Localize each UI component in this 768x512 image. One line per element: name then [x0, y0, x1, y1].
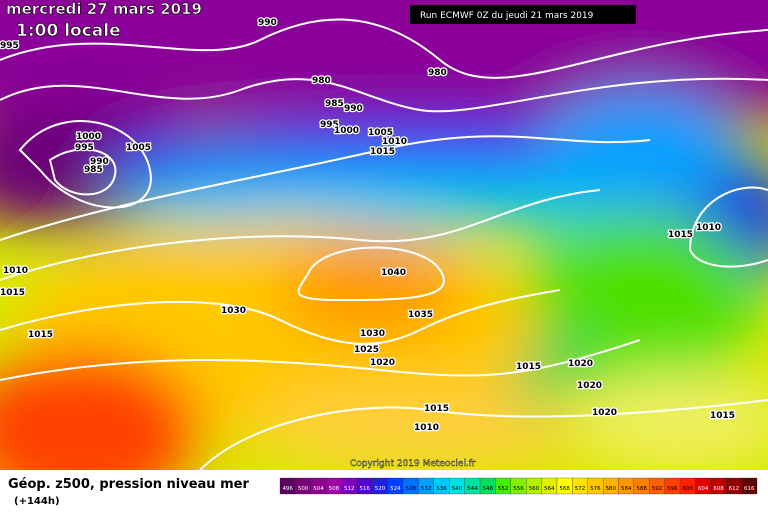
isobar-label: 980: [428, 68, 447, 78]
isobar-label: 1020: [568, 359, 593, 369]
scale-label: 516: [359, 486, 370, 492]
isobar-label: 1005: [126, 143, 151, 153]
scale-label: 528: [406, 486, 417, 492]
scale-label: 612: [729, 486, 740, 492]
isobar-label: 1015: [370, 147, 395, 157]
isobar-label: 980: [312, 76, 331, 86]
isobar-label: 1015: [668, 230, 693, 240]
scale-label: 532: [421, 486, 432, 492]
isobar-label: 1010: [696, 223, 721, 233]
scale-label: 576: [590, 486, 601, 492]
scale-label: 520: [375, 486, 386, 492]
scale-label: 600: [683, 486, 694, 492]
copyright: Copyright 2019 Meteociel.fr: [350, 459, 476, 469]
scale-label: 584: [621, 486, 632, 492]
isobar-label: 1030: [221, 306, 246, 316]
isobars: [0, 18, 768, 470]
isobar-label: 1015: [0, 288, 25, 298]
scale-label: 556: [513, 486, 524, 492]
isobar-label: 1025: [354, 345, 379, 355]
isobar-label: 1000: [334, 126, 359, 136]
scale-label: 536: [436, 486, 447, 492]
lead-time: (+144h): [14, 496, 60, 507]
scale-label: 560: [529, 486, 540, 492]
scale-label: 564: [544, 486, 555, 492]
isobar-label: 1040: [381, 268, 406, 278]
isobar-label: 1010: [3, 266, 28, 276]
scale-label: 588: [636, 486, 647, 492]
isobar-label: 1015: [710, 411, 735, 421]
isobar-label: 1010: [382, 137, 407, 147]
footer-title: Géop. z500, pression niveau mer: [8, 477, 249, 492]
scale-label: 552: [498, 486, 509, 492]
scale-label: 548: [482, 486, 493, 492]
scale-label: 572: [575, 486, 586, 492]
isobar-label: 1020: [577, 381, 602, 391]
scale-label: 512: [344, 486, 355, 492]
isobar-label: 990: [258, 18, 277, 28]
isobar-label: 985: [325, 99, 344, 109]
isobar-label: 1010: [414, 423, 439, 433]
scale-label: 580: [606, 486, 617, 492]
scale-label: 524: [390, 486, 401, 492]
isobar-label: 985: [84, 165, 103, 175]
scale-label: 496: [282, 486, 293, 492]
isobar-label: 990: [344, 104, 363, 114]
isobar-label: 1030: [360, 329, 385, 339]
scale-label: 568: [559, 486, 570, 492]
isobar-label: 990: [90, 157, 109, 167]
scale-label: 604: [698, 486, 709, 492]
isobar-label: 1015: [424, 404, 449, 414]
scale-label: 596: [667, 486, 678, 492]
run-box: [410, 5, 636, 24]
scale-label: 544: [467, 486, 478, 492]
isobar-label: 1000: [76, 132, 101, 142]
scale-label: 500: [298, 486, 309, 492]
run: Run ECMWF 0Z du jeudi 21 mars 2019: [420, 11, 594, 21]
date: mercredi 27 mars 2019: [6, 0, 202, 18]
isobar-label: 1015: [516, 362, 541, 372]
scale-label: 608: [713, 486, 724, 492]
isobar-label: 995: [0, 41, 19, 51]
isobar-label: 1020: [592, 408, 617, 418]
scale-label: 616: [744, 486, 755, 492]
isobar-label: 995: [75, 143, 94, 153]
isobar-label: 1035: [408, 310, 433, 320]
scale-label: 592: [652, 486, 663, 492]
scale-label: 540: [452, 486, 463, 492]
scale-label: 504: [313, 486, 324, 492]
isobar-label: 1015: [28, 330, 53, 340]
time: 1:00 locale: [16, 21, 121, 41]
isobar-label: 1020: [370, 358, 395, 368]
isobar-label: 1005: [368, 128, 393, 138]
scale-swatch: [741, 477, 758, 495]
isobar-label: 995: [320, 120, 339, 130]
scale-label: 508: [329, 486, 340, 492]
